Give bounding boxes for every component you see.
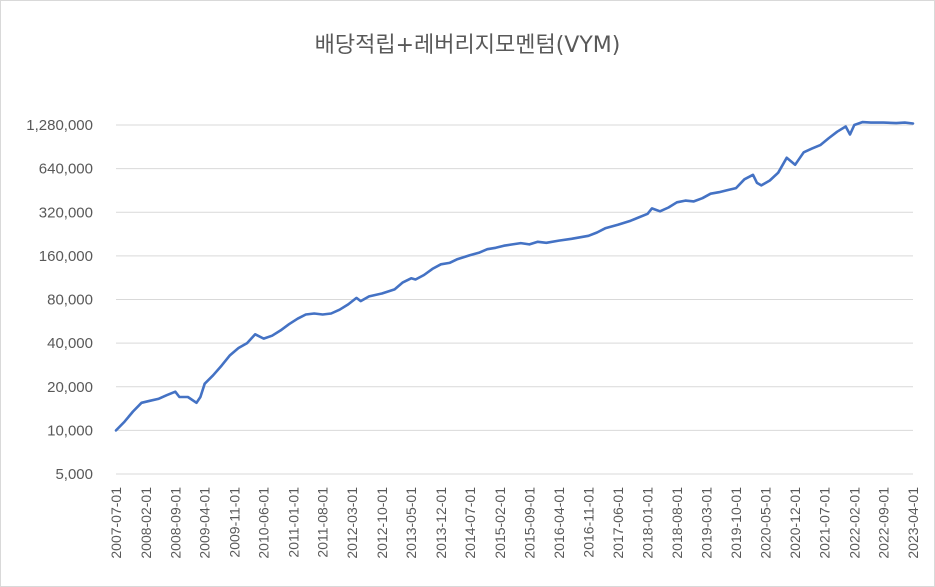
y-tick-label: 40,000 bbox=[47, 335, 93, 352]
series-line-0 bbox=[114, 120, 915, 432]
series-layer bbox=[114, 120, 915, 432]
gridlines bbox=[116, 124, 913, 475]
x-tick-label: 2011-08-01 bbox=[315, 487, 331, 558]
x-tick-label: 2007-07-01 bbox=[108, 487, 124, 559]
x-tick-label: 2021-07-01 bbox=[816, 487, 832, 559]
x-tick-label: 2017-06-01 bbox=[610, 487, 626, 559]
x-tick-label: 2019-10-01 bbox=[728, 487, 744, 559]
y-tick-label: 160,000 bbox=[39, 248, 93, 265]
x-tick-label: 2008-09-01 bbox=[167, 487, 183, 559]
x-tick-label: 2018-01-01 bbox=[640, 487, 656, 559]
x-tick-label: 2023-04-01 bbox=[905, 487, 921, 559]
x-tick-label: 2015-09-01 bbox=[521, 487, 537, 559]
y-axis-tick-labels: 5,000 10,000 20,000 40,000 80,000 160,000 320,… bbox=[26, 117, 93, 483]
x-tick-label: 2011-01-01 bbox=[285, 487, 301, 558]
x-tick-label: 2013-12-01 bbox=[433, 487, 449, 559]
x-tick-label: 2016-04-01 bbox=[551, 487, 567, 559]
x-tick-label: 2008-02-01 bbox=[138, 487, 154, 559]
chart-title: 배당적립+레버리지모멘텀(VYM) bbox=[315, 33, 621, 58]
y-tick-label: 1,280,000 bbox=[26, 117, 93, 134]
x-tick-label: 2015-02-01 bbox=[492, 487, 508, 559]
x-tick-label: 2020-05-01 bbox=[757, 487, 773, 559]
x-tick-label: 2012-03-01 bbox=[344, 487, 360, 559]
x-tick-label: 2019-03-01 bbox=[698, 487, 714, 559]
x-tick-label: 2014-07-01 bbox=[462, 487, 478, 559]
x-tick-label: 2022-09-01 bbox=[876, 487, 892, 559]
y-tick-label: 10,000 bbox=[47, 422, 93, 439]
y-tick-label: 640,000 bbox=[39, 161, 93, 178]
x-tick-label: 2018-08-01 bbox=[669, 487, 685, 559]
y-tick-label: 20,000 bbox=[47, 379, 93, 396]
x-tick-label: 2022-02-01 bbox=[846, 487, 862, 559]
x-tick-label: 2010-06-01 bbox=[256, 487, 272, 559]
x-tick-label: 2020-12-01 bbox=[787, 487, 803, 559]
y-tick-label: 80,000 bbox=[47, 292, 93, 309]
y-tick-label: 320,000 bbox=[39, 204, 93, 221]
x-tick-label: 2012-10-01 bbox=[374, 487, 390, 559]
x-tick-label: 2016-11-01 bbox=[581, 487, 597, 558]
x-tick-label: 2013-05-01 bbox=[403, 487, 419, 559]
x-tick-label: 2009-04-01 bbox=[197, 487, 213, 559]
y-tick-label: 5,000 bbox=[55, 466, 93, 483]
x-tick-label: 2009-11-01 bbox=[226, 487, 242, 558]
x-axis-tick-labels: 2007-07-01 2008-02-01 2008-09-01 2009-04-01… bbox=[108, 487, 921, 559]
